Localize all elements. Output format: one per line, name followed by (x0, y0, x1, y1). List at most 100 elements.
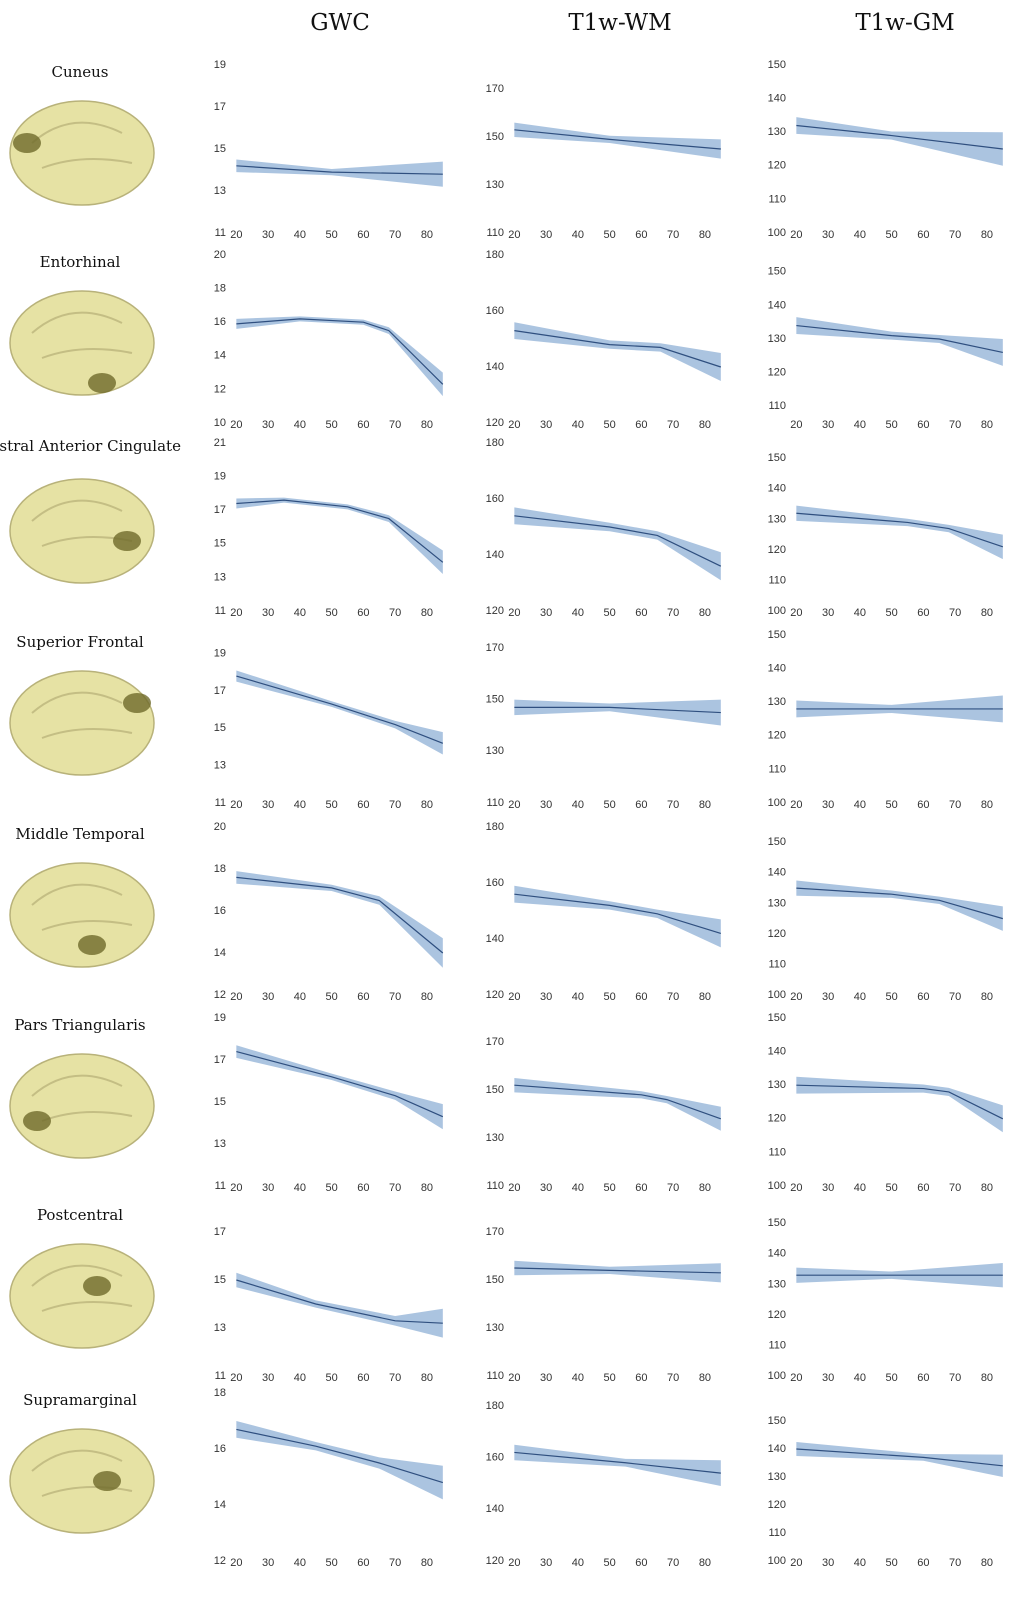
row-label: Postcentral (37, 1206, 123, 1224)
confidence-band (514, 1078, 720, 1131)
x-tick-label: 80 (981, 799, 993, 811)
y-tick-label: 120 (486, 417, 504, 429)
x-tick-label: 30 (262, 991, 274, 1003)
y-tick-label: 180 (486, 821, 504, 833)
y-tick-label: 130 (768, 126, 786, 138)
x-tick-label: 60 (357, 419, 369, 431)
y-tick-label: 13 (214, 571, 226, 583)
brain (10, 291, 154, 395)
y-tick-label: 130 (768, 1079, 786, 1091)
y-tick-label: 18 (214, 1387, 226, 1399)
y-tick-label: 15 (214, 143, 226, 155)
x-tick-label: 20 (230, 1372, 242, 1384)
x-tick-label: 60 (917, 229, 929, 241)
y-tick-label: 18 (214, 283, 226, 295)
x-tick-label: 80 (421, 419, 433, 431)
x-tick-label: 20 (508, 607, 520, 619)
y-tick-label: 160 (486, 1452, 504, 1464)
y-tick-label: 16 (214, 1443, 226, 1455)
y-tick-label: 100 (768, 989, 786, 1001)
x-tick-label: 50 (326, 419, 338, 431)
confidence-band (236, 1045, 442, 1129)
y-tick-label: 13 (214, 185, 226, 197)
y-tick-label: 110 (768, 1146, 786, 1158)
y-tick-label: 15 (214, 1274, 226, 1286)
y-tick-label: 19 (214, 648, 226, 660)
confidence-band (236, 1273, 442, 1338)
y-tick-label: 11 (215, 1370, 226, 1382)
y-tick-label: 21 (214, 437, 226, 449)
x-tick-label: 40 (854, 799, 866, 811)
y-tick-label: 130 (486, 1322, 504, 1334)
y-tick-label: 110 (768, 958, 786, 970)
y-tick-label: 140 (768, 1443, 786, 1455)
x-tick-label: 60 (635, 229, 647, 241)
y-tick-label: 100 (768, 797, 786, 809)
x-tick-label: 80 (421, 1372, 433, 1384)
y-tick-label: 140 (768, 299, 786, 311)
y-tick-label: 150 (768, 59, 786, 71)
x-tick-label: 50 (886, 1372, 898, 1384)
column-title: T1w-GM (855, 10, 954, 36)
x-tick-label: 80 (699, 229, 711, 241)
x-tick-label: 80 (421, 991, 433, 1003)
brain (10, 1054, 154, 1158)
x-tick-label: 70 (667, 799, 679, 811)
y-tick-label: 19 (214, 1012, 226, 1024)
y-tick-label: 10 (214, 417, 226, 429)
y-tick-label: 130 (486, 745, 504, 757)
y-tick-label: 140 (486, 549, 504, 561)
y-tick-label: 130 (768, 1278, 786, 1290)
x-tick-label: 20 (790, 229, 802, 241)
x-tick-label: 70 (389, 419, 401, 431)
x-tick-label: 80 (699, 799, 711, 811)
x-tick-label: 60 (635, 419, 647, 431)
x-tick-label: 70 (949, 419, 961, 431)
y-tick-label: 130 (486, 1132, 504, 1144)
y-tick-label: 110 (768, 574, 786, 586)
y-tick-label: 19 (214, 471, 226, 483)
brain (10, 479, 154, 583)
x-tick-label: 40 (294, 799, 306, 811)
x-tick-label: 50 (326, 229, 338, 241)
y-tick-label: 17 (214, 504, 226, 516)
x-tick-label: 80 (981, 229, 993, 241)
x-tick-label: 60 (357, 607, 369, 619)
y-tick-label: 120 (768, 928, 786, 940)
x-tick-label: 20 (230, 991, 242, 1003)
x-tick-label: 50 (326, 1182, 338, 1194)
x-tick-label: 80 (981, 607, 993, 619)
x-tick-label: 30 (822, 607, 834, 619)
x-tick-label: 60 (635, 1182, 647, 1194)
confidence-band (236, 498, 442, 574)
y-tick-label: 13 (214, 1322, 226, 1334)
x-tick-label: 50 (886, 1182, 898, 1194)
y-tick-label: 170 (486, 83, 504, 95)
y-tick-label: 19 (214, 59, 226, 71)
y-tick-label: 180 (486, 249, 504, 261)
confidence-band (796, 506, 1002, 559)
row-label: Entorhinal (40, 253, 121, 271)
confidence-band (796, 880, 1002, 930)
y-tick-label: 120 (486, 605, 504, 617)
x-tick-label: 30 (540, 419, 552, 431)
x-tick-label: 80 (699, 419, 711, 431)
confidence-band (796, 317, 1002, 366)
y-tick-label: 18 (214, 863, 226, 875)
x-tick-label: 30 (822, 799, 834, 811)
y-tick-label: 150 (768, 1217, 786, 1229)
x-tick-label: 70 (667, 1182, 679, 1194)
x-tick-label: 40 (572, 419, 584, 431)
y-tick-label: 120 (768, 1309, 786, 1321)
x-tick-label: 40 (572, 607, 584, 619)
confidence-band (514, 886, 720, 948)
row-label: Superior Frontal (16, 633, 144, 651)
x-tick-label: 50 (886, 607, 898, 619)
y-tick-label: 140 (486, 1503, 504, 1515)
x-tick-label: 80 (421, 1557, 433, 1569)
y-tick-label: 14 (214, 350, 226, 362)
x-tick-label: 60 (917, 607, 929, 619)
x-tick-label: 70 (949, 799, 961, 811)
x-tick-label: 20 (508, 1372, 520, 1384)
y-tick-label: 110 (486, 797, 504, 809)
